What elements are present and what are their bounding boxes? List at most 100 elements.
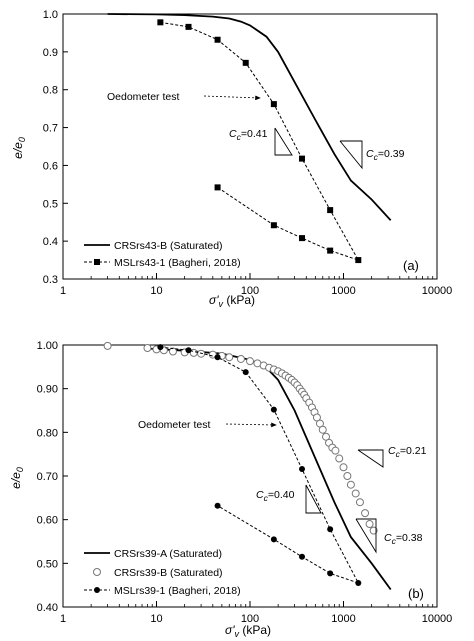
y-axis-title-b: e/e0 <box>9 467 25 489</box>
slope-triangle-a1 <box>274 127 293 156</box>
x-ticks-a: 1 10 100 1000 10000 <box>60 273 452 297</box>
data-point <box>343 472 352 480</box>
data-point <box>339 463 348 472</box>
x-tick-label: 1 <box>60 285 66 297</box>
y-tick-label: 0.5 <box>43 198 58 210</box>
x-tick-label: 100 <box>241 285 259 297</box>
slope-triangle-b3 <box>355 518 377 554</box>
legend-marker-b2 <box>94 587 100 593</box>
data-point <box>236 354 245 363</box>
x-tick-label: 10000 <box>422 285 453 297</box>
series-line-a1 <box>160 21 360 261</box>
y-tick-label: 0.70 <box>37 471 58 483</box>
series-line-b2 <box>160 346 360 584</box>
data-point <box>351 489 360 498</box>
data-point <box>225 353 234 362</box>
legend-marker-a1 <box>94 259 100 265</box>
data-point <box>355 257 362 264</box>
y-axis-title-a: e/e0 <box>11 137 27 159</box>
data-point <box>214 502 221 509</box>
x-tick-label: 10 <box>150 613 162 625</box>
data-point <box>361 509 370 518</box>
y-tick-label: 0.80 <box>37 427 58 439</box>
data-point <box>299 235 306 242</box>
data-point <box>185 347 192 354</box>
data-point <box>327 207 334 214</box>
y-tick-label: 0.4 <box>43 236 58 248</box>
data-point <box>214 354 221 361</box>
x-ticks-b: 1 10 100 1000 10000 <box>60 601 452 625</box>
legend-a: CRSrs43-B (Saturated) MSLrs43-1 (Bagheri… <box>84 240 241 269</box>
x-axis-title-a: σ'v (kPa) <box>209 293 255 309</box>
annotation-cc-a2: Cc=0.39 <box>366 148 405 162</box>
y-ticks-a: 0.3 0.4 0.5 0.6 0.7 0.8 0.9 1.0 <box>43 9 68 286</box>
series-group-b <box>103 341 392 591</box>
x-tick-label: 1000 <box>331 613 355 625</box>
y-tick-label: 0.40 <box>37 602 58 614</box>
legend-label-b0: CRSrs39-A (Saturated) <box>114 548 222 560</box>
y-tick-label: 0.50 <box>37 558 58 570</box>
data-point <box>143 344 152 353</box>
data-point <box>242 369 249 376</box>
y-tick-label: 0.60 <box>37 515 58 527</box>
data-point <box>270 536 277 543</box>
y-tick-label: 1.0 <box>43 9 58 21</box>
legend-label-a1: MSLrs43-1 (Bagheri, 2018) <box>114 257 241 269</box>
data-point <box>103 341 112 350</box>
series-line-a0 <box>107 13 392 221</box>
annotation-oedometer-b: Oedometer test <box>138 419 210 431</box>
slope-triangle-b2 <box>357 449 384 468</box>
data-point <box>270 222 277 229</box>
x-tick-label: 1000 <box>331 285 355 297</box>
data-point <box>327 247 334 254</box>
chart-a: 1 10 100 1000 10000 0.3 0.4 0.5 0.6 0.7 0.8 0.9 1.0… <box>11 9 452 309</box>
annotation-cc-a1: Cc=0.41 <box>229 128 268 142</box>
data-point <box>214 184 221 191</box>
y-ticks-b: 0.40 0.50 0.60 0.70 0.80 0.90 1.00 <box>37 340 68 614</box>
y-tick-label: 0.9 <box>43 47 58 59</box>
data-point <box>185 23 192 30</box>
slope-triangle-b1 <box>305 484 322 514</box>
data-point <box>327 570 334 577</box>
slope-triangle-a2 <box>339 140 363 170</box>
legend-marker-b1 <box>93 568 101 576</box>
data-point <box>270 406 277 413</box>
panel-label-a: (a) <box>403 258 419 273</box>
x-tick-label: 10000 <box>422 613 453 625</box>
data-point <box>327 526 334 533</box>
annotation-cc-b2: Cc=0.21 <box>388 445 427 459</box>
y-tick-label: 0.90 <box>37 384 58 396</box>
x-tick-label: 100 <box>241 613 259 625</box>
data-point <box>318 425 327 434</box>
x-axis-title-b: σ'v (kPa) <box>225 623 271 639</box>
legend-label-b1: CRSrs39-B (Saturated) <box>114 567 223 579</box>
data-point <box>355 498 364 507</box>
annotation-arrow-b <box>225 422 277 428</box>
data-point <box>246 357 254 366</box>
chart-b: 1 10 100 1000 10000 0.40 0.50 0.60 0.70 0.80 0.90… <box>9 340 452 639</box>
data-point <box>365 520 374 529</box>
panel-label-b: (b) <box>408 586 424 601</box>
y-tick-label: 0.8 <box>43 85 58 97</box>
y-tick-label: 1.00 <box>37 340 58 352</box>
data-point <box>299 155 306 162</box>
data-point <box>299 466 306 473</box>
annotation-arrow-a <box>203 95 261 101</box>
data-point <box>335 454 344 463</box>
data-point <box>270 101 277 108</box>
data-point <box>331 446 340 455</box>
data-point <box>157 344 164 351</box>
data-point <box>369 526 378 535</box>
x-tick-label: 1 <box>60 613 66 625</box>
annotation-cc-b3: Cc=0.38 <box>384 532 423 546</box>
data-point <box>355 579 362 586</box>
legend-label-a0: CRSrs43-B (Saturated) <box>114 240 223 252</box>
data-point <box>242 59 249 66</box>
y-tick-label: 0.7 <box>43 123 58 135</box>
data-point <box>214 36 221 43</box>
y-tick-label: 0.6 <box>43 160 58 172</box>
legend-label-b2: MSLrs39-1 (Bagheri, 2018) <box>114 585 241 597</box>
series-group-a <box>107 13 392 264</box>
data-point <box>299 553 306 560</box>
